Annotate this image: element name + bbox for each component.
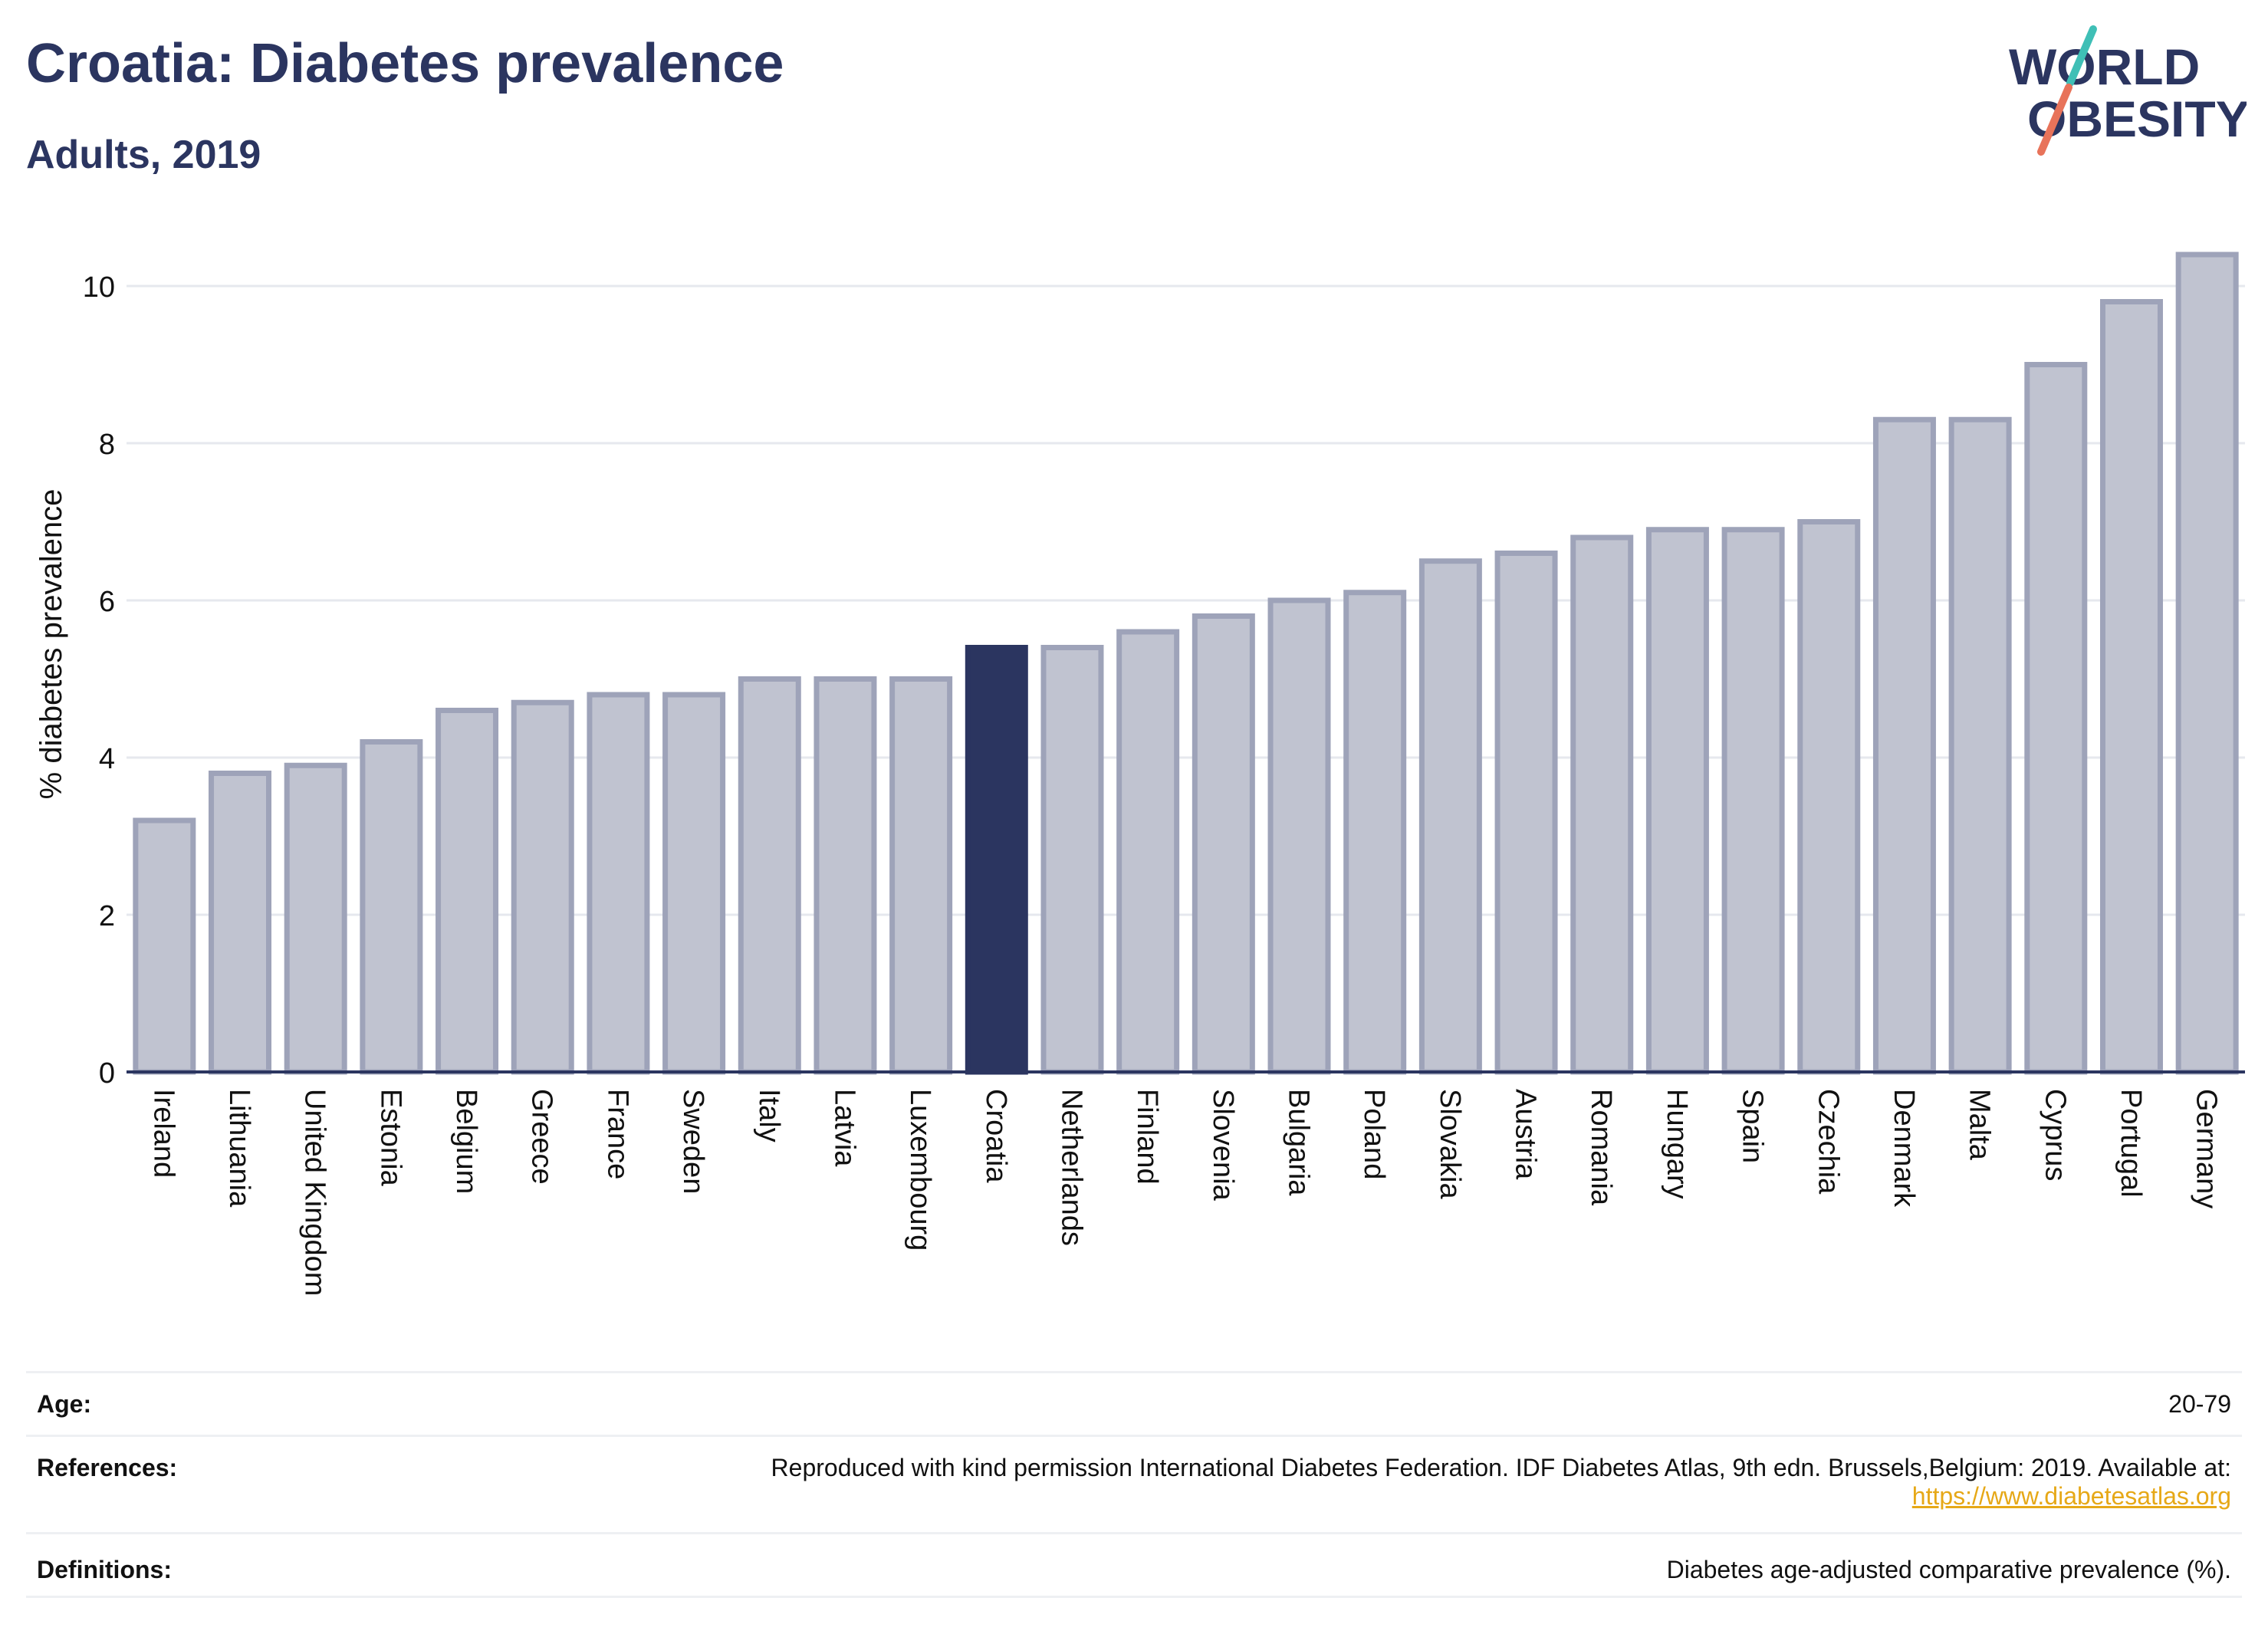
info-row-definitions: Definitions: Diabetes age-adjusted compa… bbox=[26, 1532, 2242, 1598]
y-tick-label: 2 bbox=[99, 900, 115, 932]
bar-romania bbox=[1570, 534, 1634, 1075]
axes: 0 2 4 6 8 10 Ireland Lithuania United Kingdom Est… bbox=[83, 271, 2245, 1296]
x-tick-label: Croatia bbox=[980, 1089, 1012, 1183]
bar-malta bbox=[1948, 416, 2012, 1075]
page-subtitle: Adults, 2019 bbox=[26, 133, 261, 177]
x-tick-label: Greece bbox=[526, 1089, 558, 1185]
bars bbox=[133, 252, 2239, 1075]
x-tick-label: Lithuania bbox=[223, 1089, 255, 1208]
references-link[interactable]: https://www.diabetesatlas.org bbox=[1911, 1482, 2231, 1510]
bar-lithuania bbox=[209, 771, 272, 1075]
x-tick-label: Netherlands bbox=[1055, 1089, 1087, 1246]
bar-netherlands bbox=[1040, 645, 1104, 1075]
logo-slash-bottom bbox=[2037, 84, 2072, 156]
age-label: Age: bbox=[37, 1390, 92, 1418]
x-tick-label: Poland bbox=[1358, 1089, 1390, 1179]
bar-denmark bbox=[1872, 416, 1936, 1075]
x-tick-label: Latvia bbox=[828, 1089, 860, 1167]
bar-slovenia bbox=[1192, 613, 1255, 1075]
bar-sweden bbox=[662, 692, 726, 1075]
x-tick-label: Czechia bbox=[1812, 1089, 1844, 1195]
x-tick-label: Denmark bbox=[1888, 1089, 1920, 1208]
x-tick-label: Estonia bbox=[374, 1089, 406, 1187]
x-tick-label: Romania bbox=[1585, 1089, 1617, 1206]
bar-finland bbox=[1116, 629, 1180, 1075]
logo-line-world: WORLD bbox=[2009, 38, 2200, 95]
bar-estonia bbox=[360, 739, 423, 1075]
definitions-label: Definitions: bbox=[37, 1556, 172, 1583]
bar-bulgaria bbox=[1267, 597, 1331, 1075]
bar-united-kingdom bbox=[284, 762, 347, 1075]
x-tick-label: Cyprus bbox=[2039, 1089, 2071, 1181]
bar-latvia bbox=[814, 676, 877, 1075]
bar-luxembourg bbox=[889, 676, 953, 1075]
bar-poland bbox=[1343, 590, 1407, 1075]
x-tick-label: Belgium bbox=[450, 1089, 482, 1194]
bar-portugal bbox=[2099, 299, 2163, 1075]
x-tick-label: Slovakia bbox=[1434, 1089, 1466, 1199]
y-tick-label: 4 bbox=[99, 743, 115, 775]
info-row-references: References: Reproduced with kind permiss… bbox=[26, 1435, 2242, 1532]
info-table: Age: 20-79 References: Reproduced with k… bbox=[26, 1371, 2242, 1598]
bar-ireland bbox=[133, 817, 196, 1075]
definitions-value: Diabetes age-adjusted comparative preval… bbox=[1666, 1556, 2231, 1583]
references-value: Reproduced with kind permission Internat… bbox=[771, 1454, 2231, 1511]
x-tick-label: Italy bbox=[753, 1089, 785, 1142]
bar-slovakia bbox=[1418, 558, 1482, 1075]
x-tick-label: Portugal bbox=[2115, 1089, 2147, 1198]
page-title: Croatia: Diabetes prevalence bbox=[26, 33, 784, 94]
x-tick-label: Luxembourg bbox=[904, 1089, 936, 1251]
bar-cyprus bbox=[2024, 362, 2088, 1075]
bar-czechia bbox=[1797, 519, 1861, 1075]
y-axis-label: % diabetes prevalence bbox=[35, 489, 68, 800]
x-tick-label: Malta bbox=[1964, 1089, 1996, 1161]
references-label: References: bbox=[37, 1454, 178, 1481]
x-tick-label: Bulgaria bbox=[1283, 1089, 1315, 1196]
x-tick-label: Sweden bbox=[677, 1089, 709, 1194]
y-tick-label: 6 bbox=[99, 586, 115, 618]
x-tick-label: Austria bbox=[1510, 1089, 1542, 1180]
y-tick-label: 0 bbox=[99, 1057, 115, 1090]
x-tick-label: Finland bbox=[1131, 1089, 1163, 1185]
x-tick-label: Slovenia bbox=[1207, 1089, 1239, 1202]
references-text: Reproduced with kind permission Internat… bbox=[771, 1454, 2231, 1481]
bar-croatia bbox=[965, 645, 1028, 1075]
logo-slash-top bbox=[2066, 25, 2097, 87]
x-tick-label: Hungary bbox=[1661, 1089, 1693, 1199]
x-tick-label: Germany bbox=[2191, 1089, 2223, 1208]
bar-greece bbox=[511, 699, 574, 1075]
bar-italy bbox=[738, 676, 801, 1075]
y-tick-label: 10 bbox=[83, 271, 115, 304]
x-tick-label: United Kingdom bbox=[299, 1089, 331, 1296]
bar-austria bbox=[1494, 551, 1558, 1075]
bar-germany bbox=[2175, 252, 2239, 1075]
x-tick-label: France bbox=[601, 1089, 633, 1179]
bar-belgium bbox=[436, 708, 499, 1075]
age-value: 20-79 bbox=[2168, 1390, 2231, 1418]
x-tick-label: Ireland bbox=[147, 1089, 179, 1178]
info-row-age: Age: 20-79 bbox=[26, 1371, 2242, 1435]
bar-chart: 0 2 4 6 8 10 Ireland Lithuania United Kingdom Est… bbox=[35, 252, 2245, 1296]
x-tick-label: Spain bbox=[1737, 1089, 1769, 1163]
bar-france bbox=[587, 692, 650, 1075]
world-obesity-logo: WORLD OBESITY bbox=[2009, 25, 2247, 156]
y-tick-label: 8 bbox=[99, 429, 115, 461]
bar-hungary bbox=[1645, 527, 1709, 1075]
bar-spain bbox=[1721, 527, 1785, 1075]
